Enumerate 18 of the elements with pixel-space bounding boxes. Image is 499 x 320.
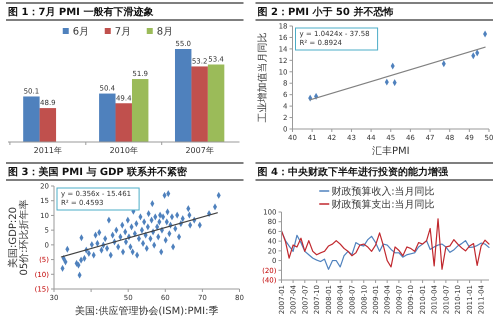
x-axis-title: 汇丰PMI (372, 145, 410, 157)
chart-title: 图 2：PMI 小于 50 并不恐怖 (258, 6, 394, 18)
legend-label: 7月 (114, 26, 132, 38)
chart-title: 图 1：7月 PMI 一般有下滑迹象 (8, 6, 154, 18)
legend-label: 6月 (72, 26, 90, 38)
y-axis-title: 工业增加值当月同比 (256, 32, 268, 122)
x-tick-label: 2011年 (34, 146, 62, 155)
line-series (280, 218, 490, 270)
y-axis-title: 美国:GDP:2005价:环比折年率 (7, 199, 30, 276)
line-series (280, 230, 490, 270)
legend-label: 8月 (156, 26, 174, 38)
x-axis-title: 美国:供应管理协会(ISM):PMI:季 (75, 305, 218, 317)
x-tick-label: 2007年 (185, 146, 214, 155)
chart-title: 图 3：美国 PMI 与 GDP 联系并不紧密 (8, 166, 188, 178)
x-tick-label: 2010年 (110, 146, 138, 155)
chart-title: 图 4：中央财政下半年进行投资的能力增强 (258, 166, 449, 178)
legend-label: 财政预算收入:当月同比 (331, 186, 435, 198)
legend-label: 财政预算支出:当月同比 (331, 198, 435, 210)
